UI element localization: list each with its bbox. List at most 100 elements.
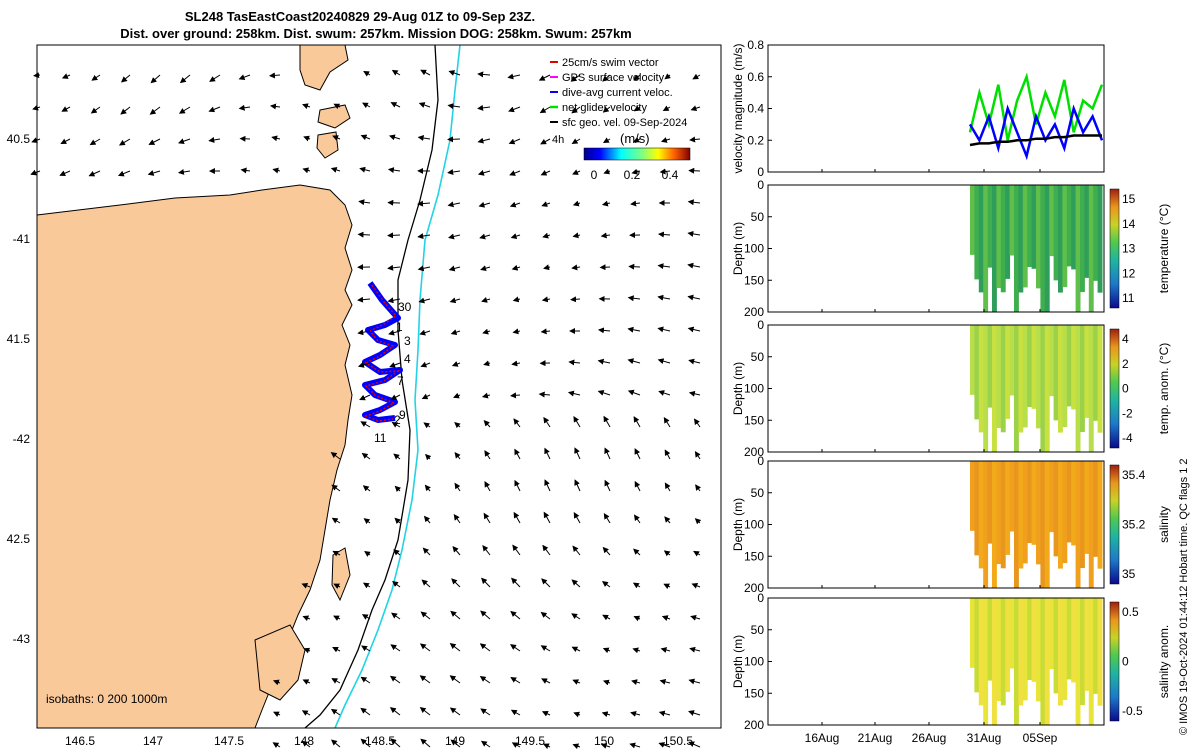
velocity-arrow xyxy=(658,390,671,396)
profile-cell xyxy=(1040,325,1046,452)
velocity-arrow xyxy=(483,512,491,524)
profile-cell xyxy=(1075,325,1081,452)
sal_anom-ylabel: Depth (m) xyxy=(731,635,745,688)
colorbar-tick: 35.2 xyxy=(1122,518,1146,532)
profile-cell xyxy=(1036,598,1041,702)
velocity-arrow xyxy=(633,416,641,428)
profile-cell xyxy=(1027,325,1033,408)
profile-cell xyxy=(1066,185,1072,267)
velocity-arrow xyxy=(572,232,581,239)
speed-colorbar xyxy=(583,147,691,161)
panel-y-tick: 0.2 xyxy=(747,133,764,147)
velocity-arrow xyxy=(361,452,371,460)
velocity-arrow xyxy=(510,677,521,684)
velocity-arrow xyxy=(60,138,71,144)
salinity-colorbar-label: salinity xyxy=(1157,506,1171,543)
velocity-arrow xyxy=(388,134,401,141)
velocity-arrow xyxy=(634,448,641,460)
panel-y-tick: 150 xyxy=(744,686,764,700)
velocity-arrow xyxy=(633,74,641,81)
panel-y-tick: 200 xyxy=(744,718,764,732)
colorbar-tick: -2 xyxy=(1122,406,1133,420)
velocity-arrow xyxy=(687,262,701,269)
temperature-colorbar xyxy=(1109,188,1120,309)
profile-cell xyxy=(996,461,1002,565)
velocity-arrow xyxy=(540,611,551,620)
velocity-arrow xyxy=(272,167,281,174)
velocity-arrow xyxy=(541,711,551,717)
velocity-arrow xyxy=(394,517,401,524)
panel-y-tick: 50 xyxy=(751,350,765,364)
profile-cell xyxy=(1053,185,1059,281)
velocity-arrow xyxy=(601,200,611,207)
velocity-arrow xyxy=(540,645,551,652)
panel-y-tick: 0 xyxy=(757,165,764,179)
profile-cell xyxy=(983,461,989,588)
velocity-arrow xyxy=(657,358,671,365)
velocity-arrow xyxy=(633,615,641,622)
colorbar-tick: 12 xyxy=(1122,266,1136,280)
velocity-arrow xyxy=(362,102,371,109)
profile-cell xyxy=(1053,461,1059,557)
legend-label: 25cm/s swim vector xyxy=(562,57,659,69)
velocity-arrow xyxy=(479,233,491,240)
map-x-tick: 146.5 xyxy=(65,734,95,748)
profile-cell xyxy=(1044,461,1050,588)
profile-cell xyxy=(1097,185,1103,293)
profile-cell xyxy=(1027,185,1033,268)
profile-cell xyxy=(978,325,984,433)
profile-cell xyxy=(1049,185,1055,257)
velocity-arrow xyxy=(538,391,551,398)
profile-cell xyxy=(1036,185,1041,289)
velocity-arrow xyxy=(693,418,701,428)
velocity-arrow xyxy=(689,136,701,143)
velocity-arrow xyxy=(150,74,161,84)
velocity-arrow xyxy=(510,644,521,652)
velocity-arrow xyxy=(90,106,101,114)
velocity-arrow xyxy=(421,579,431,588)
velocity-arrow xyxy=(688,710,701,716)
velocity-arrow xyxy=(303,647,311,654)
title-line-1: SL248 TasEastCoast20240829 29-Aug 01Z to… xyxy=(185,9,535,24)
velocity-arrow xyxy=(61,73,71,79)
profile-cell xyxy=(1014,461,1019,588)
colorbar-tick: 11 xyxy=(1122,291,1135,305)
velocity-arrow xyxy=(417,135,431,141)
velocity-arrow xyxy=(692,73,701,80)
velocity-arrow xyxy=(604,479,611,492)
velocity-arrow xyxy=(387,264,401,271)
velocity-arrow xyxy=(544,479,551,492)
velocity-arrow xyxy=(238,104,251,111)
velocity-arrow xyxy=(657,294,671,301)
colorbar-tick: -4 xyxy=(1122,431,1133,445)
legend-label: sfc geo. vel. 09-Sep-2024 xyxy=(562,117,687,129)
velocity-arrow xyxy=(357,296,371,303)
colorbar-tick: 15 xyxy=(1122,192,1136,206)
sal_anom-colorbar-label: salinity anom. xyxy=(1157,625,1171,698)
velocity-arrow xyxy=(417,200,431,207)
profile-cell xyxy=(1088,461,1094,588)
profile-cell xyxy=(987,325,993,408)
velocity-arrow xyxy=(663,550,671,557)
profile-cell xyxy=(996,185,1002,289)
velocity-arrow xyxy=(392,580,401,588)
velocity-arrow xyxy=(269,103,281,110)
velocity-arrow xyxy=(631,168,641,175)
legend-hours: 4h xyxy=(552,134,564,146)
profile-cell xyxy=(1058,185,1063,293)
velocity-arrow xyxy=(541,578,551,588)
velocity-arrow xyxy=(391,69,401,76)
velocity-arrow xyxy=(357,362,371,368)
profile-cell xyxy=(974,598,980,693)
velocity-series-line xyxy=(969,134,1102,147)
velocity-arrow xyxy=(454,452,461,460)
waypoint-label: 11 xyxy=(374,431,387,445)
profile-cell xyxy=(1040,598,1046,725)
profile-cell xyxy=(974,461,980,556)
velocity-arrow xyxy=(450,610,461,620)
velocity-arrow xyxy=(358,199,371,206)
legend-label: dive-avg current veloc. xyxy=(562,87,673,99)
velocity-arrow xyxy=(360,421,371,428)
velocity-arrow xyxy=(272,679,281,686)
velocity-arrow xyxy=(481,297,491,303)
